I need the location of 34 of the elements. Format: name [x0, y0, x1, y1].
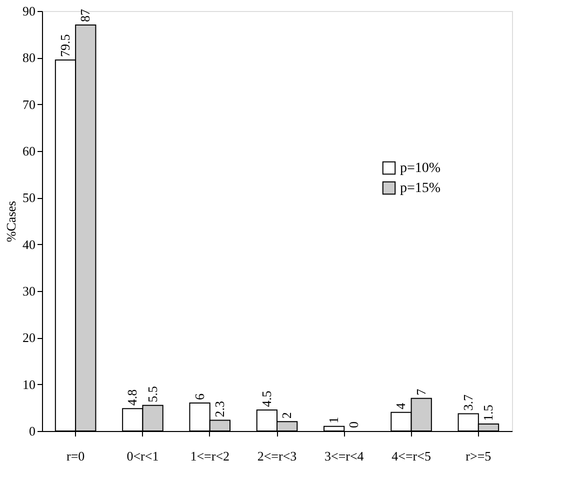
data-label: 1: [326, 416, 342, 424]
x-tick-label: 0<r<1: [126, 448, 159, 464]
data-label: 3.7: [460, 394, 476, 411]
legend-label: p=10%: [400, 161, 441, 176]
data-label: 0: [346, 422, 362, 428]
x-tick-label: r>=5: [466, 448, 492, 464]
data-label: 79.5: [58, 34, 72, 57]
data-label: 6: [192, 393, 207, 400]
y-tick-label: 60: [22, 144, 36, 158]
x-tick-label: r=0: [66, 448, 85, 464]
y-tick-label: 40: [22, 236, 36, 252]
y-axis-title: %Cases: [4, 200, 18, 242]
data-label: 2.3: [212, 401, 227, 418]
data-label: 4.8: [124, 389, 140, 406]
x-tick-label: 3<=r<4: [324, 448, 364, 464]
data-label: 4.5: [258, 390, 274, 407]
y-tick-label: 80: [22, 50, 36, 66]
legend-label: p=15%: [400, 181, 441, 196]
data-label: 1.5: [480, 404, 496, 421]
y-tick-label: 30: [22, 284, 36, 298]
y-tick-label: 20: [22, 330, 36, 346]
y-tick-label: 0: [29, 424, 36, 438]
data-label: 5.5: [144, 386, 160, 402]
y-tick-label: 70: [22, 96, 36, 112]
x-tick-label: 4<=r<5: [392, 448, 431, 464]
data-label: 4: [393, 402, 408, 410]
data-label: 87: [78, 8, 93, 22]
y-tick-label: 90: [22, 4, 36, 18]
data-label: 7: [413, 388, 428, 396]
y-tick-label: 50: [22, 190, 36, 206]
x-tick-label: 2<=r<3: [257, 448, 297, 464]
x-tick-label: 1<=r<2: [190, 448, 230, 464]
data-label: 2: [279, 412, 294, 419]
y-tick-label: 10: [22, 376, 36, 392]
